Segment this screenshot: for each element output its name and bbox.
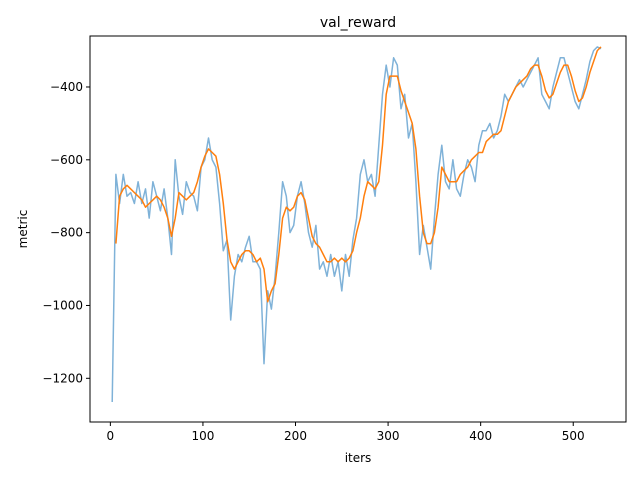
y-tick-label: −1200 [42,371,83,385]
series-line-0 [111,46,602,403]
y-axis-label: metric [16,210,30,249]
y-axis: −1200 −1000 −800 −600 −400 [42,80,90,385]
y-tick-label: −400 [50,80,83,94]
x-axis-label: iters [345,451,372,465]
series-line-1 [115,46,602,303]
x-tick-label: 200 [284,429,307,443]
x-tick-label: 100 [191,429,214,443]
x-axis: 0 100 200 300 400 500 [107,422,585,443]
chart-title: val_reward [320,15,396,31]
y-tick-label: −1000 [42,298,83,312]
x-tick-label: 500 [562,429,585,443]
y-tick-label: −800 [50,226,83,240]
series-layer [111,46,602,403]
x-tick-label: 300 [377,429,400,443]
x-tick-label: 400 [469,429,492,443]
plot-frame [89,35,627,423]
x-tick-label: 0 [107,429,115,443]
y-tick-label: −600 [50,153,83,167]
